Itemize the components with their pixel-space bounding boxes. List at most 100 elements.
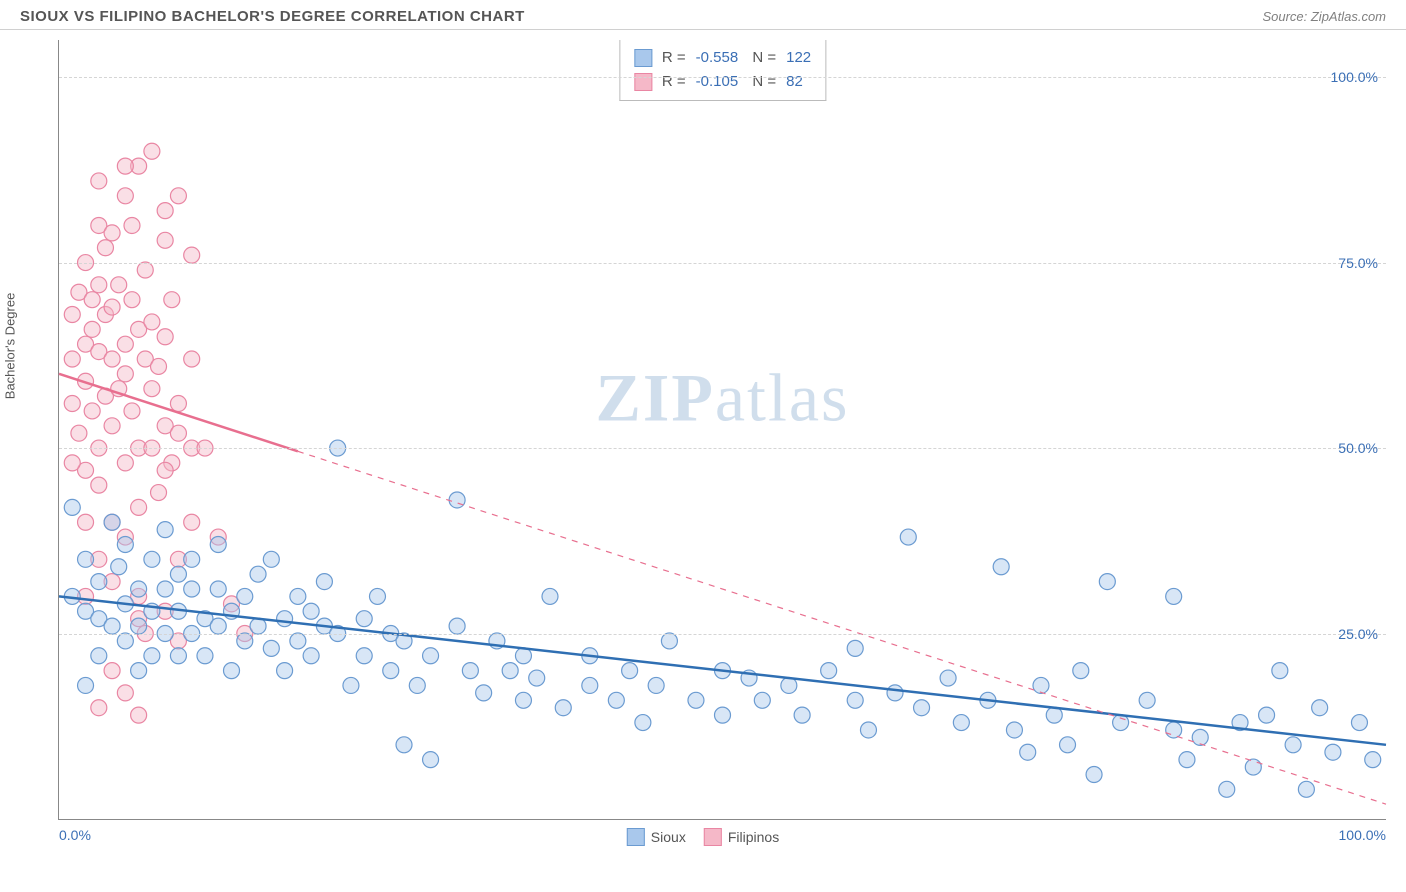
scatter-point	[78, 514, 94, 530]
scatter-point	[91, 574, 107, 590]
scatter-point	[117, 188, 133, 204]
scatter-point	[303, 603, 319, 619]
scatter-point	[91, 700, 107, 716]
scatter-point	[1325, 744, 1341, 760]
scatter-point	[170, 396, 186, 412]
scatter-point	[303, 648, 319, 664]
scatter-point	[940, 670, 956, 686]
scatter-point	[104, 618, 120, 634]
scatter-point	[1365, 752, 1381, 768]
scatter-point	[847, 640, 863, 656]
x-tick-label: 0.0%	[59, 827, 91, 843]
scatter-point	[131, 618, 147, 634]
scatter-point	[1086, 766, 1102, 782]
scatter-point	[124, 403, 140, 419]
scatter-point	[197, 648, 213, 664]
scatter-point	[555, 700, 571, 716]
scatter-point	[1272, 663, 1288, 679]
scatter-point	[423, 648, 439, 664]
chart-header: SIOUX VS FILIPINO BACHELOR'S DEGREE CORR…	[0, 0, 1406, 30]
scatter-point	[648, 677, 664, 693]
y-axis-label: Bachelor's Degree	[3, 293, 18, 400]
scatter-point	[64, 307, 80, 323]
bottom-legend: Sioux Filipinos	[627, 828, 779, 846]
scatter-point	[1139, 692, 1155, 708]
scatter-point	[1285, 737, 1301, 753]
y-tick-label: 50.0%	[1338, 440, 1378, 456]
scatter-point	[64, 396, 80, 412]
scatter-point	[157, 203, 173, 219]
scatter-point	[515, 692, 531, 708]
scatter-point	[84, 321, 100, 337]
scatter-point	[290, 588, 306, 604]
scatter-point	[224, 663, 240, 679]
legend-item-sioux: Sioux	[627, 828, 686, 846]
scatter-point	[104, 351, 120, 367]
scatter-point	[582, 677, 598, 693]
scatter-point	[715, 707, 731, 723]
scatter-point	[277, 663, 293, 679]
scatter-point	[794, 707, 810, 723]
legend-label-filipinos: Filipinos	[728, 829, 779, 845]
scatter-point	[91, 477, 107, 493]
chart-area: Bachelor's Degree ZIPatlas R = -0.558 N …	[20, 40, 1386, 850]
scatter-point	[157, 522, 173, 538]
scatter-point	[84, 403, 100, 419]
y-tick-label: 25.0%	[1338, 626, 1378, 642]
scatter-point	[78, 551, 94, 567]
scatter-point	[608, 692, 624, 708]
scatter-point	[184, 514, 200, 530]
scatter-point	[170, 648, 186, 664]
scatter-point	[1298, 781, 1314, 797]
scatter-point	[104, 299, 120, 315]
scatter-point	[210, 618, 226, 634]
scatter-point	[144, 551, 160, 567]
scatter-point	[1166, 588, 1182, 604]
scatter-point	[449, 618, 465, 634]
scatter-point	[316, 574, 332, 590]
scatter-point	[64, 351, 80, 367]
scatter-point	[144, 314, 160, 330]
scatter-point	[117, 685, 133, 701]
scatter-point	[343, 677, 359, 693]
scatter-point	[124, 217, 140, 233]
scatter-point	[1060, 737, 1076, 753]
scatter-point	[396, 737, 412, 753]
scatter-point	[356, 648, 372, 664]
scatter-point	[263, 551, 279, 567]
scatter-point	[237, 633, 253, 649]
scatter-point	[104, 418, 120, 434]
scatter-point	[124, 292, 140, 308]
scatter-point	[1312, 700, 1328, 716]
scatter-point	[91, 173, 107, 189]
scatter-point	[117, 336, 133, 352]
scatter-point	[290, 633, 306, 649]
scatter-point	[157, 581, 173, 597]
scatter-point	[210, 536, 226, 552]
source-attribution: Source: ZipAtlas.com	[1262, 9, 1386, 24]
scatter-point	[184, 351, 200, 367]
scatter-point	[144, 381, 160, 397]
scatter-point	[117, 633, 133, 649]
scatter-point	[1259, 707, 1275, 723]
scatter-point	[1006, 722, 1022, 738]
scatter-point	[661, 633, 677, 649]
scatter-point	[754, 692, 770, 708]
scatter-point	[131, 707, 147, 723]
scatter-point	[1245, 759, 1261, 775]
legend-label-sioux: Sioux	[651, 829, 686, 845]
scatter-point	[356, 611, 372, 627]
scatter-point	[1219, 781, 1235, 797]
scatter-point	[476, 685, 492, 701]
scatter-point	[144, 143, 160, 159]
scatter-point	[131, 499, 147, 515]
scatter-point	[860, 722, 876, 738]
legend-swatch-sioux	[627, 828, 645, 846]
legend-item-filipinos: Filipinos	[704, 828, 779, 846]
scatter-point	[91, 648, 107, 664]
scatter-point	[170, 188, 186, 204]
scatter-point	[993, 559, 1009, 575]
scatter-point	[170, 425, 186, 441]
scatter-point	[277, 611, 293, 627]
scatter-point	[111, 277, 127, 293]
